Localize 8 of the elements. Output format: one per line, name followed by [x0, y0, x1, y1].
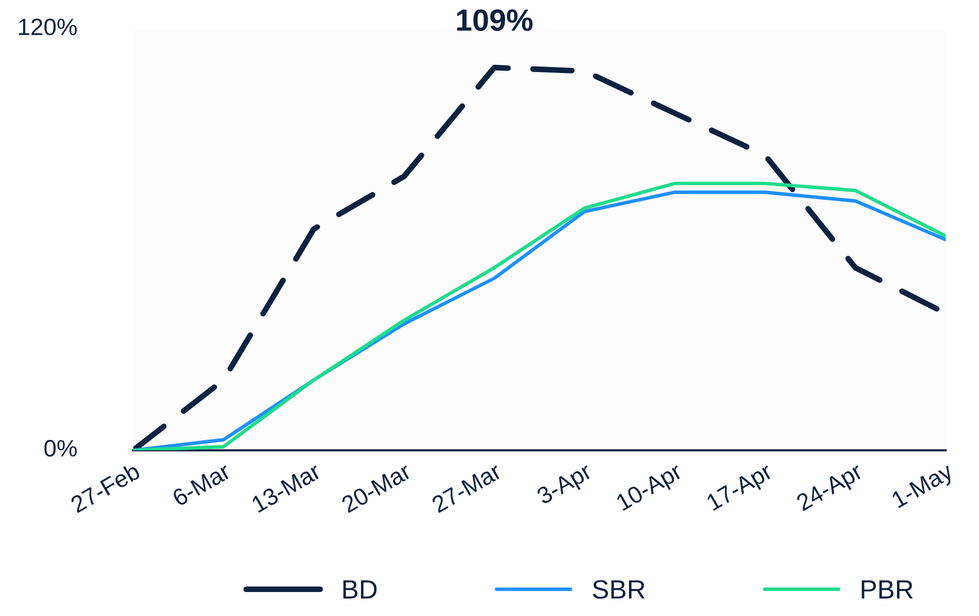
x-tick-label: 3-Apr	[536, 462, 596, 509]
y-tick-label: 0%	[44, 440, 77, 457]
y-tick-label: 120%	[19, 18, 77, 36]
legend-label: SBR	[592, 580, 645, 599]
annotation: 109%	[457, 9, 533, 31]
legend-label: PBR	[862, 580, 913, 599]
x-tick-label: 6-Mar	[171, 462, 232, 507]
legend-label: BD	[343, 580, 377, 599]
